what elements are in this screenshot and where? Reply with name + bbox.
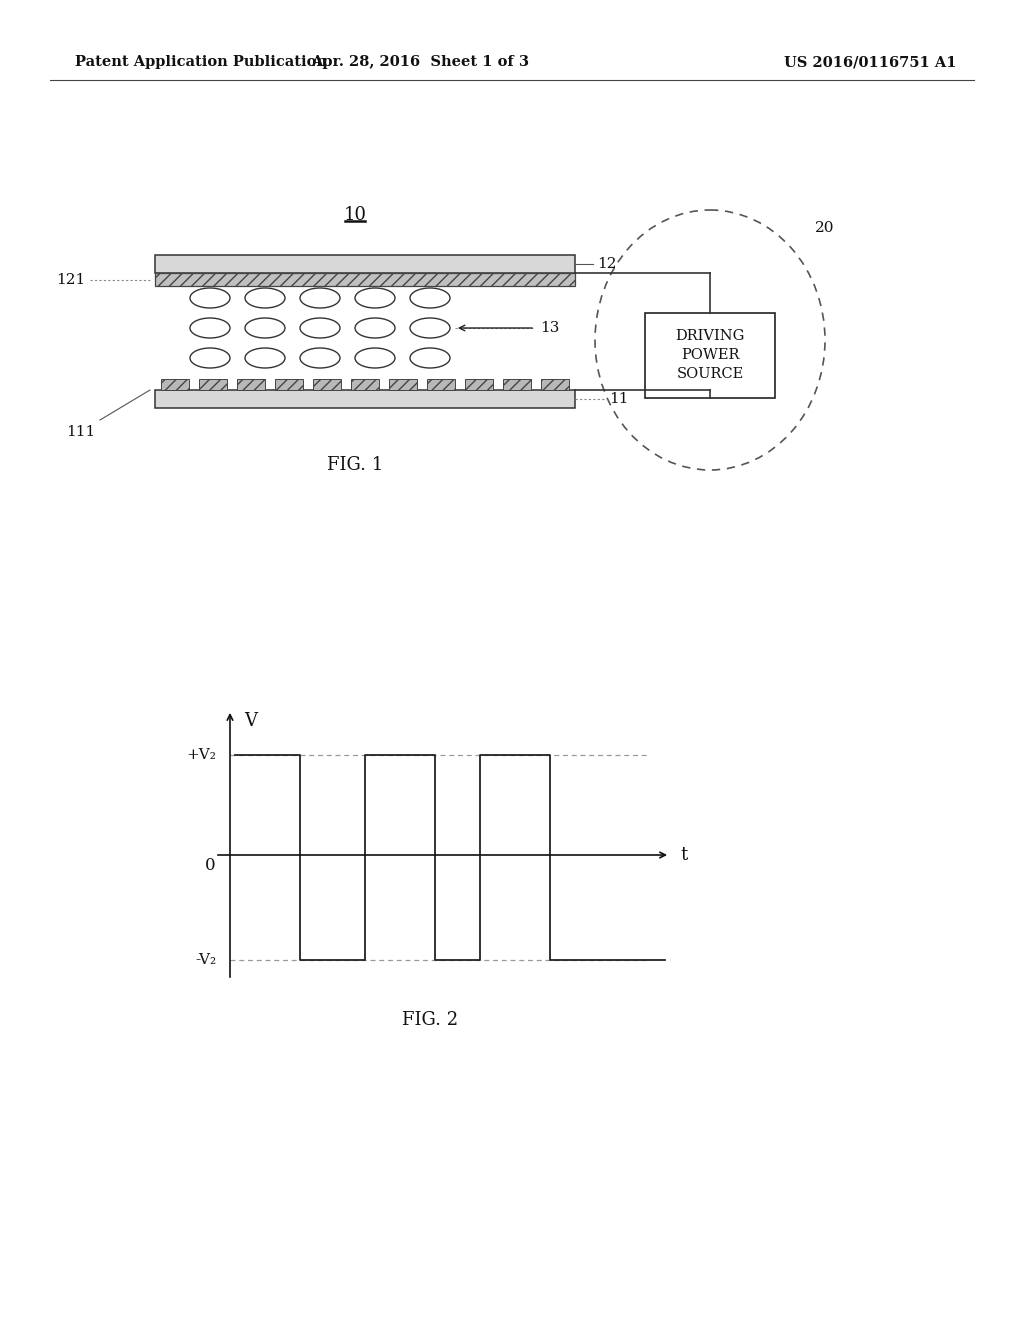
Text: FIG. 1: FIG. 1 [327,455,383,474]
Ellipse shape [190,288,230,308]
Text: t: t [680,846,687,865]
Text: Apr. 28, 2016  Sheet 1 of 3: Apr. 28, 2016 Sheet 1 of 3 [311,55,529,69]
Ellipse shape [300,318,340,338]
Bar [155,273,575,286]
Text: 0: 0 [206,857,216,874]
Bar [155,255,575,273]
Ellipse shape [190,318,230,338]
Bar [351,379,379,389]
Ellipse shape [595,210,825,470]
Ellipse shape [355,348,395,368]
Ellipse shape [300,348,340,368]
Bar [465,379,493,389]
Text: 111: 111 [66,425,95,440]
Ellipse shape [245,318,285,338]
Text: 20: 20 [815,220,835,235]
Ellipse shape [245,288,285,308]
Bar [389,379,417,389]
Bar [645,313,775,397]
Text: V: V [244,711,257,730]
Bar [275,379,303,389]
Text: 13: 13 [540,321,559,335]
Ellipse shape [190,348,230,368]
Ellipse shape [410,318,450,338]
Ellipse shape [410,348,450,368]
Ellipse shape [245,348,285,368]
Bar [161,379,189,389]
Text: 12: 12 [597,257,616,271]
Text: -V₂: -V₂ [195,953,216,968]
Text: 10: 10 [343,206,367,224]
Ellipse shape [410,288,450,308]
Bar [427,379,455,389]
Text: +V₂: +V₂ [186,748,216,762]
Text: US 2016/0116751 A1: US 2016/0116751 A1 [783,55,956,69]
Text: Patent Application Publication: Patent Application Publication [75,55,327,69]
Bar [503,379,531,389]
Ellipse shape [355,318,395,338]
Ellipse shape [300,288,340,308]
Text: 11: 11 [609,392,629,407]
Bar [155,389,575,408]
Bar [313,379,341,389]
Bar [199,379,227,389]
Text: 121: 121 [55,272,85,286]
Text: FIG. 2: FIG. 2 [402,1011,458,1030]
Bar [237,379,265,389]
Bar [541,379,569,389]
Text: DRIVING
POWER
SOURCE: DRIVING POWER SOURCE [675,329,744,381]
Ellipse shape [355,288,395,308]
